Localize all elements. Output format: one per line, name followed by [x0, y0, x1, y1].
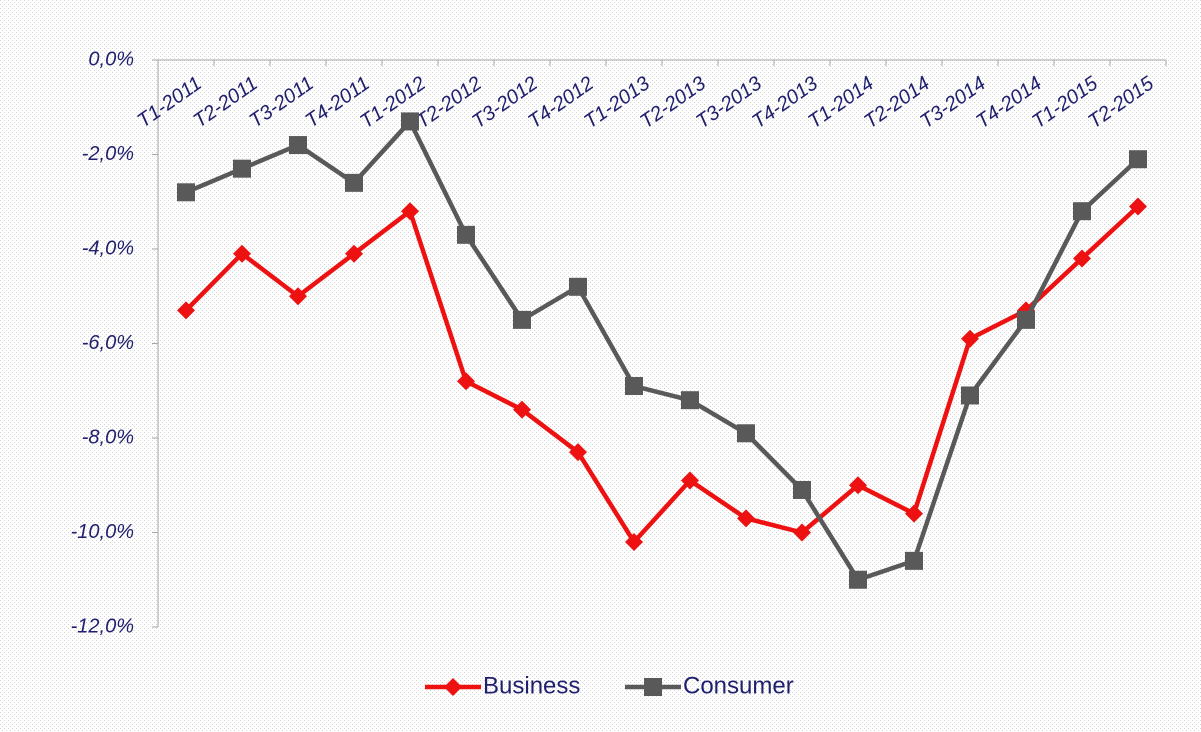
legend-marker: [644, 678, 662, 696]
data-point: [961, 329, 979, 348]
data-point: [849, 570, 867, 589]
data-point: [681, 391, 699, 410]
data-point: [793, 480, 811, 499]
data-point: [401, 202, 419, 221]
legend-label: Consumer: [683, 672, 794, 699]
data-point: [177, 183, 195, 202]
data-point: [1129, 150, 1147, 169]
data-point: [737, 424, 755, 443]
data-point: [961, 386, 979, 405]
data-point: [1129, 197, 1147, 216]
legend-marker: [444, 678, 462, 696]
data-point: [457, 225, 475, 244]
data-point: [625, 377, 643, 396]
data-point: [793, 523, 811, 542]
data-point: [289, 136, 307, 155]
data-point: [905, 504, 923, 523]
series-line: [185, 119, 1140, 582]
y-tick-label: -2,0%: [82, 143, 134, 165]
data-point: [457, 372, 475, 391]
data-point: [737, 509, 755, 528]
data-point: [1017, 310, 1035, 329]
data-point: [569, 277, 587, 296]
data-point: [401, 112, 419, 131]
data-point: [1073, 249, 1091, 268]
data-point: [905, 551, 923, 570]
data-point: [345, 244, 363, 263]
series-line: [184, 204, 1140, 545]
data-point: [569, 443, 587, 462]
data-point: [513, 310, 531, 329]
data-point: [849, 476, 867, 495]
legend-label: Business: [483, 672, 580, 699]
y-tick-label: 0,0%: [88, 48, 134, 70]
data-point: [233, 244, 251, 263]
data-point: [1073, 202, 1091, 221]
data-point: [233, 159, 251, 178]
data-point: [345, 173, 363, 192]
y-tick-label: -8,0%: [82, 426, 134, 448]
y-tick-label: -10,0%: [71, 521, 134, 543]
y-tick-label: -6,0%: [82, 332, 134, 354]
data-point: [625, 532, 643, 551]
y-tick-label: -12,0%: [71, 615, 134, 637]
data-point: [681, 471, 699, 490]
data-point: [513, 400, 531, 419]
data-point: [289, 287, 307, 306]
y-tick-label: -4,0%: [82, 237, 134, 259]
data-point: [177, 301, 195, 320]
